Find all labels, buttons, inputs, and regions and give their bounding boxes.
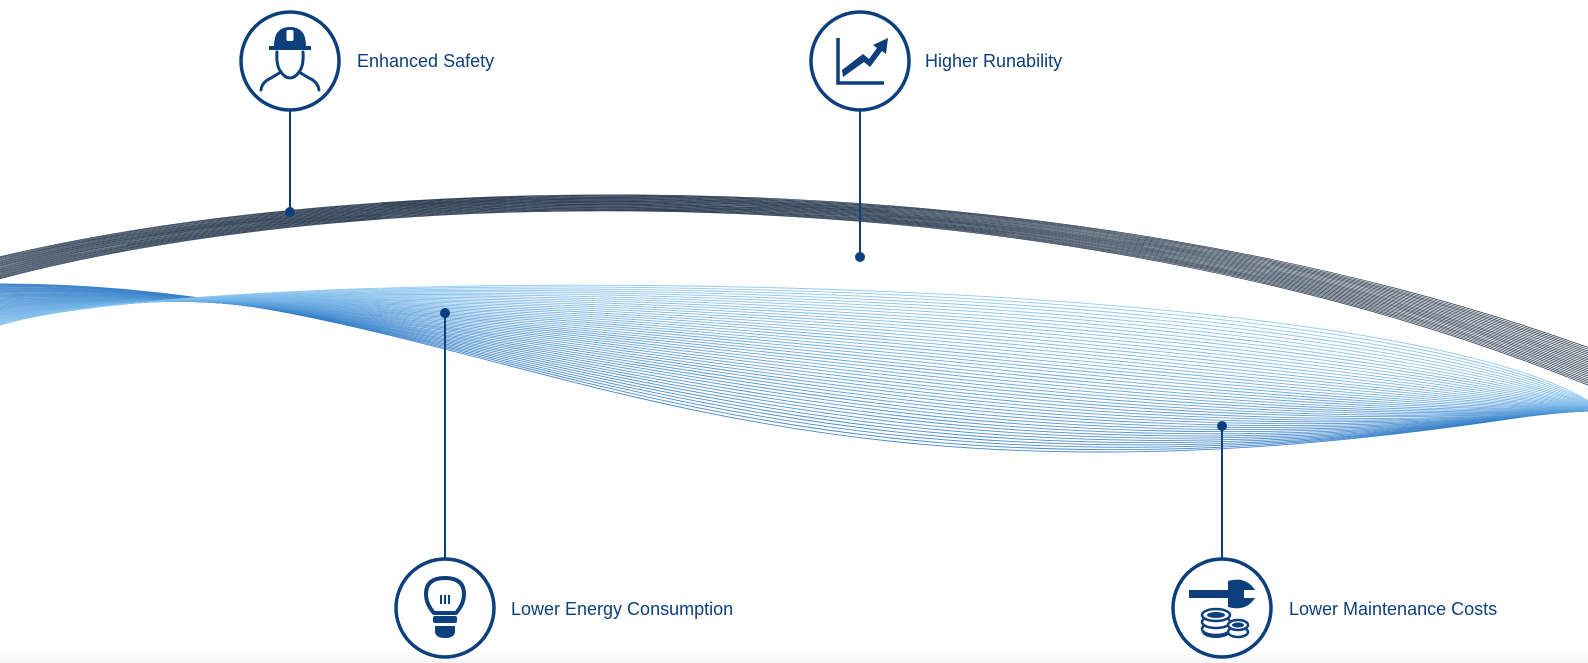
callout-lower-energy-consumption <box>394 308 496 659</box>
wave-line <box>0 201 1588 365</box>
wave-line <box>0 207 1588 379</box>
wave-line <box>0 202 1588 366</box>
wave-line <box>0 209 1588 384</box>
wave-line <box>0 194 1588 348</box>
wave-line <box>0 199 1588 359</box>
trending-up-chart-icon <box>836 38 888 85</box>
hard-hat-worker-icon <box>259 27 321 92</box>
light-blue-wave-bundle <box>0 283 1588 453</box>
wave-line <box>0 205 1588 375</box>
wave-line <box>0 202 1588 368</box>
connector-dot <box>285 207 295 217</box>
wave-line <box>0 196 1588 352</box>
connector-dot <box>855 252 865 262</box>
wave-line <box>0 206 1588 377</box>
wave-line <box>0 209 1588 383</box>
bottom-shadow <box>0 649 1588 663</box>
dark-wave-bundle <box>0 194 1588 386</box>
connector-dot <box>440 308 450 318</box>
light-bulb-icon <box>424 576 466 638</box>
wave-line <box>0 199 1588 361</box>
benefit-label-lower-maintenance-costs: Lower Maintenance Costs <box>1289 599 1498 619</box>
icon-circle <box>239 10 341 112</box>
wave-line <box>0 195 1588 350</box>
wave-line <box>0 284 1588 402</box>
wave-line <box>0 210 1588 386</box>
benefit-label-higher-runability: Higher Runability <box>925 51 1063 71</box>
wrench-coins-icon <box>1189 579 1255 639</box>
callout-lower-maintenance-costs <box>1171 421 1273 659</box>
benefit-label-enhanced-safety: Enhanced Safety <box>357 51 495 71</box>
wave-line <box>0 208 1588 381</box>
wave-line <box>0 198 1588 357</box>
wave-line <box>0 203 1588 370</box>
wave-line <box>0 200 1588 363</box>
wave-line <box>0 196 1588 354</box>
callout-higher-runability <box>809 10 911 262</box>
wave-line <box>0 204 1588 372</box>
icon-circle <box>1171 557 1273 659</box>
callout-enhanced-safety <box>239 10 341 217</box>
wave-line <box>0 197 1588 356</box>
benefit-label-lower-energy-consumption: Lower Energy Consumption <box>511 599 734 619</box>
icon-circle <box>394 557 496 659</box>
wave-line <box>0 205 1588 374</box>
connector-dot <box>1217 421 1227 431</box>
